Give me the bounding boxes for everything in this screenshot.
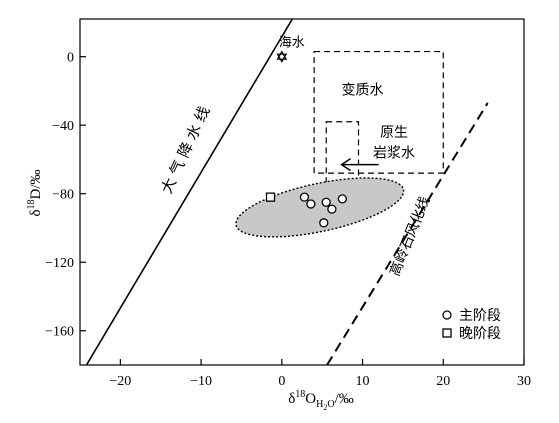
arrow-head — [340, 157, 351, 172]
magmatic-water-label-2: 岩浆水 — [373, 146, 415, 162]
meteoric-water-line — [85, 19, 294, 365]
late-stage-point — [265, 192, 276, 202]
y-tick-label: −80 — [52, 188, 74, 203]
x-axis-title: δ18OH2O/‰ — [288, 389, 354, 412]
x-tick-label: 10 — [356, 374, 370, 389]
x-tick-label: −10 — [190, 374, 212, 389]
x-tick-label: 30 — [517, 374, 531, 389]
x-tick-label: −20 — [109, 374, 131, 389]
x-tick-label: 0 — [278, 374, 285, 389]
y-tick-label: −40 — [52, 119, 74, 134]
y-tick-label: −120 — [45, 256, 74, 271]
magmatic-water-label-1: 原生 — [380, 125, 408, 141]
main-stage-point — [337, 194, 348, 204]
kaolinite-weathering-line — [326, 102, 489, 365]
legend-circle-icon — [442, 310, 452, 320]
main-stage-point — [319, 218, 329, 228]
main-stage-point — [306, 199, 316, 209]
legend-square-icon — [442, 328, 452, 338]
seawater-label: 海水 — [279, 36, 305, 51]
meteoric-line-label: 大 气 降 水 线 — [157, 103, 213, 196]
y-tick-label: 0 — [67, 51, 74, 66]
main-stage-field — [235, 177, 405, 238]
main-stage-point — [327, 204, 337, 214]
region-box — [313, 50, 444, 174]
x-tick-label: 20 — [436, 374, 450, 389]
legend-label: 主阶段 — [459, 308, 501, 324]
main-stage-point — [321, 197, 331, 207]
metamorphic-water-label: 变质水 — [342, 82, 384, 98]
main-stage-point — [299, 192, 310, 202]
plot-frame — [79, 18, 525, 366]
seawater-star-icon — [276, 50, 288, 60]
y-tick-label: −160 — [45, 325, 74, 340]
seawater-star-icon — [276, 53, 288, 63]
kaolinite-line-label: 高岭石风化线 — [386, 194, 433, 278]
y-axis-title: δ18D/‰ — [26, 169, 44, 216]
legend-label: 晚阶段 — [459, 326, 501, 342]
